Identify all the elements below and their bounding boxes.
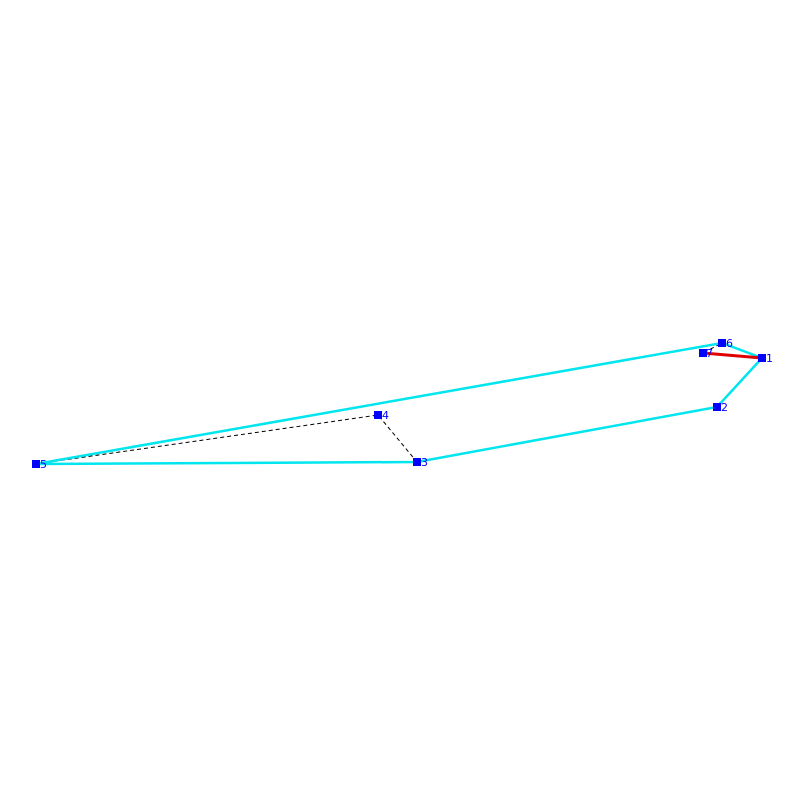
vertex-label: 4 <box>382 409 389 422</box>
vertex <box>718 339 726 347</box>
vertex <box>32 460 40 468</box>
vertices <box>32 339 766 468</box>
vertex <box>713 403 721 411</box>
vertex-label: 1 <box>766 352 773 365</box>
vertex-label: 5 <box>40 458 47 471</box>
vertex-label: 7 <box>706 347 713 360</box>
labels: 1 2 3 4 5 6 7 <box>40 337 773 471</box>
highlight-edge <box>702 351 763 360</box>
vertex-label: 2 <box>721 401 728 414</box>
vertex <box>699 349 707 357</box>
vertex <box>758 354 766 362</box>
vertex <box>413 458 421 466</box>
vertex-label: 3 <box>421 456 428 469</box>
vertex-label: 6 <box>726 337 733 350</box>
convex-hull <box>35 341 765 466</box>
vertex <box>374 411 382 419</box>
